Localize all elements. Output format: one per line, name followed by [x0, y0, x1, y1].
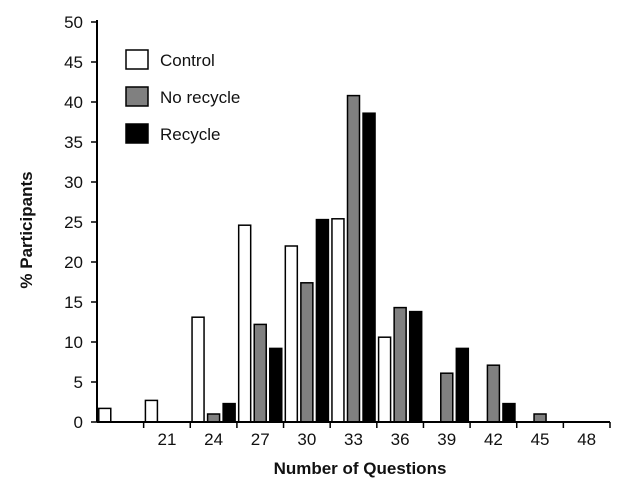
- y-axis-title: % Participants: [17, 171, 36, 288]
- y-tick-label: 0: [74, 413, 83, 432]
- legend-label: No recycle: [160, 88, 240, 107]
- legend-swatch: [125, 123, 149, 144]
- bar-control: [191, 316, 205, 423]
- y-tick-label: 40: [64, 93, 83, 112]
- bar-no-recycle: [253, 323, 267, 423]
- bar-recycle: [455, 347, 470, 423]
- bar-control: [144, 399, 159, 423]
- bar-no-recycle: [346, 94, 361, 423]
- y-tick-label: 50: [64, 13, 83, 32]
- bar-control: [377, 336, 392, 423]
- x-tick-label: 39: [437, 430, 456, 449]
- y-tick-label: 30: [64, 173, 83, 192]
- bar-control: [237, 224, 252, 423]
- y-tick-label: 20: [64, 253, 83, 272]
- bar-control: [98, 407, 112, 423]
- x-tick-label: 36: [391, 430, 410, 449]
- x-axis-ticks: 21 24 27 30 33 36 39 42 45 48: [142, 422, 611, 449]
- y-tick-label: 15: [64, 293, 83, 312]
- bar-recycle: [502, 402, 516, 423]
- y-tick-label: 25: [64, 213, 83, 232]
- x-tick-label: 33: [344, 430, 363, 449]
- x-tick-label: 27: [251, 430, 270, 449]
- legend-swatch: [125, 49, 149, 70]
- x-tick-label: 24: [204, 430, 223, 449]
- legend: Control No recycle Recycle: [125, 49, 240, 144]
- bar-recycle: [408, 310, 423, 423]
- x-axis-title: Number of Questions: [274, 459, 447, 478]
- legend-swatch: [125, 86, 149, 107]
- y-axis-ticks: 0 5 10 15 20 25 30 35 40 45 50: [64, 13, 97, 432]
- bar-no-recycle: [486, 364, 501, 423]
- bar-control: [331, 218, 345, 423]
- bar-no-recycle: [300, 282, 314, 423]
- legend-label: Recycle: [160, 125, 220, 144]
- bar-recycle: [269, 347, 283, 423]
- x-tick-label: 30: [297, 430, 316, 449]
- x-tick-label: 48: [577, 430, 596, 449]
- bar-no-recycle: [533, 413, 547, 423]
- x-tick-label: 21: [157, 430, 176, 449]
- x-tick-label: 42: [484, 430, 503, 449]
- bar-recycle: [362, 112, 376, 423]
- bar-no-recycle: [393, 306, 407, 423]
- bar-recycle: [222, 402, 236, 423]
- y-tick-label: 35: [64, 133, 83, 152]
- x-tick-label: 45: [531, 430, 550, 449]
- bar-control: [284, 245, 299, 423]
- y-tick-label: 10: [64, 333, 83, 352]
- bar-no-recycle: [206, 413, 221, 423]
- legend-label: Control: [160, 51, 215, 70]
- y-tick-label: 5: [74, 373, 83, 392]
- bar-recycle: [315, 218, 330, 423]
- y-tick-label: 45: [64, 53, 83, 72]
- bar-no-recycle: [440, 372, 454, 423]
- bar-series: [98, 94, 547, 423]
